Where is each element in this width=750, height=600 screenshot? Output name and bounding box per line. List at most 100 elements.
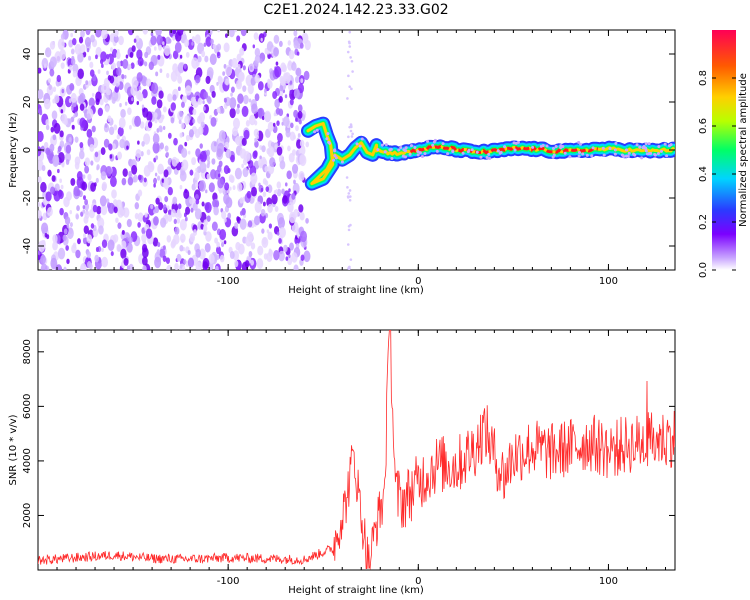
noise-blob bbox=[216, 81, 219, 86]
noise-blob bbox=[203, 42, 207, 47]
colorbar-tick-label: 0.4 bbox=[698, 166, 709, 182]
noise-blob bbox=[191, 57, 199, 69]
x-tick-label: 0 bbox=[415, 576, 421, 587]
noise-blob bbox=[218, 130, 226, 142]
noise-blob bbox=[101, 30, 108, 40]
noise-blob bbox=[174, 42, 182, 54]
noise-blob bbox=[172, 94, 177, 101]
noise-blob bbox=[148, 61, 154, 70]
noise-blob bbox=[135, 148, 142, 159]
snr-axes: -100 0 100 2000 4000 6000 8000 bbox=[22, 330, 675, 587]
noise-blob bbox=[305, 217, 309, 224]
noise-blob bbox=[137, 140, 140, 145]
noise-blob bbox=[287, 145, 291, 152]
noise-blob bbox=[68, 118, 72, 125]
noise-blob bbox=[234, 222, 239, 229]
trace-fringe bbox=[384, 143, 388, 147]
noise-blob bbox=[184, 141, 188, 147]
noise-blob bbox=[351, 132, 354, 136]
trace-fringe bbox=[601, 146, 605, 150]
noise-blob bbox=[234, 137, 238, 144]
noise-blob bbox=[191, 157, 197, 166]
noise-blob bbox=[274, 66, 282, 78]
noise-blob bbox=[114, 85, 120, 93]
noise-blob bbox=[228, 174, 234, 183]
noise-blob bbox=[89, 61, 94, 69]
noise-blob bbox=[68, 137, 72, 143]
noise-blob bbox=[254, 93, 260, 102]
noise-blob bbox=[69, 222, 73, 228]
trace-fringe bbox=[409, 144, 413, 148]
noise-blob bbox=[111, 143, 116, 150]
noise-blob bbox=[95, 46, 102, 57]
noise-blob bbox=[124, 74, 127, 79]
noise-blob bbox=[115, 51, 121, 60]
noise-blob bbox=[106, 70, 109, 76]
noise-blob bbox=[155, 155, 159, 160]
noise-blob bbox=[190, 207, 194, 213]
noise-blob bbox=[154, 205, 160, 214]
y-tick-label: 4000 bbox=[22, 448, 33, 473]
noise-blob bbox=[273, 112, 277, 117]
noise-blob bbox=[77, 68, 84, 79]
noise-blob bbox=[90, 223, 95, 229]
noise-blob bbox=[80, 30, 85, 38]
noise-blob bbox=[155, 197, 160, 205]
noise-blob bbox=[116, 134, 120, 140]
noise-blob bbox=[261, 145, 266, 153]
noise-blob bbox=[236, 103, 240, 109]
noise-blob bbox=[194, 171, 200, 181]
noise-blob bbox=[144, 212, 148, 218]
colorbar-gradient bbox=[712, 30, 736, 270]
noise-blob bbox=[157, 242, 161, 248]
noise-blob bbox=[116, 60, 121, 68]
noise-blob bbox=[137, 212, 144, 222]
noise-blob bbox=[81, 181, 88, 191]
noise-blob bbox=[208, 30, 213, 35]
trace-fringe bbox=[552, 153, 556, 157]
y-tick-label: 0 bbox=[22, 147, 33, 153]
noise-blob bbox=[295, 67, 302, 77]
noise-blob bbox=[109, 75, 115, 84]
noise-blob bbox=[76, 205, 80, 212]
snr-ylabel: SNR (10 * v/v) bbox=[8, 414, 19, 485]
noise-blob bbox=[90, 160, 94, 166]
noise-blob bbox=[288, 49, 295, 60]
noise-blob bbox=[44, 47, 52, 58]
noise-blob bbox=[275, 61, 279, 66]
noise-blob bbox=[80, 44, 86, 53]
noise-blob bbox=[283, 244, 288, 253]
trace-fringe bbox=[380, 143, 384, 147]
noise-blob bbox=[79, 103, 85, 111]
noise-blob bbox=[113, 206, 118, 214]
noise-blob bbox=[129, 51, 134, 58]
noise-blob bbox=[165, 257, 170, 265]
noise-blob bbox=[49, 41, 56, 50]
noise-blob bbox=[250, 242, 256, 250]
noise-blob bbox=[47, 77, 52, 84]
noise-blob bbox=[267, 50, 270, 55]
noise-blob bbox=[184, 216, 188, 222]
noise-blob bbox=[293, 109, 299, 118]
noise-blob bbox=[274, 143, 278, 150]
noise-blob bbox=[94, 254, 100, 263]
noise-blob bbox=[190, 96, 197, 106]
noise-blob bbox=[61, 88, 65, 94]
noise-blob bbox=[217, 51, 220, 57]
noise-blob bbox=[293, 39, 300, 50]
noise-blob bbox=[94, 151, 99, 158]
noise-blob bbox=[241, 208, 246, 216]
noise-blob bbox=[237, 93, 244, 104]
noise-blob bbox=[110, 176, 117, 188]
noise-blob bbox=[163, 177, 169, 187]
noise-blob bbox=[76, 189, 81, 197]
noise-blob bbox=[211, 221, 218, 232]
noise-blob bbox=[274, 98, 280, 109]
noise-blob bbox=[165, 36, 171, 45]
colorbar-tick-label: 0.2 bbox=[698, 214, 709, 230]
noise-blob bbox=[242, 65, 246, 71]
noise-blob bbox=[176, 217, 181, 224]
trace-fringe bbox=[355, 142, 359, 146]
noise-blob bbox=[151, 82, 159, 94]
